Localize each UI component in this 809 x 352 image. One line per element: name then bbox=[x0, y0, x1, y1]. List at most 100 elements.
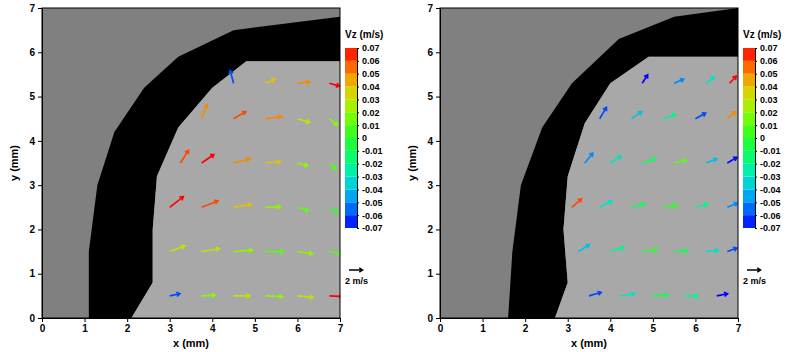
colorbar-cell bbox=[743, 164, 755, 177]
vector-arrow bbox=[297, 251, 312, 255]
colorbar-cell bbox=[743, 202, 755, 215]
vector-arrow bbox=[329, 119, 337, 125]
tick-mark bbox=[38, 274, 42, 275]
tick-label: -0.06 bbox=[760, 211, 781, 221]
reference-arrow bbox=[747, 268, 761, 272]
vector-arrow bbox=[297, 163, 307, 167]
tick: 0.07 bbox=[755, 43, 778, 53]
tick-label: -0.02 bbox=[362, 159, 383, 169]
tick: 2 bbox=[427, 224, 440, 235]
tick-label: 0.02 bbox=[760, 108, 778, 118]
tick: 0.04 bbox=[755, 82, 778, 92]
tick-mark bbox=[436, 318, 440, 319]
tick-label: 0.07 bbox=[760, 43, 778, 53]
tick: 3 bbox=[565, 318, 571, 334]
vector-arrow bbox=[202, 105, 208, 119]
vector-arrow bbox=[229, 71, 234, 84]
colorbar-title: Vz (m/s) bbox=[743, 29, 781, 40]
tick-label: 5 bbox=[253, 323, 259, 334]
tick-mark bbox=[170, 318, 171, 322]
tick-mark bbox=[357, 61, 359, 62]
tick: 4 bbox=[210, 318, 216, 334]
tick-label: 0.02 bbox=[362, 108, 380, 118]
tick-mark bbox=[85, 318, 86, 322]
tick: 2 bbox=[125, 318, 131, 334]
background-image bbox=[42, 8, 340, 318]
tick-mark bbox=[755, 61, 757, 62]
tick-label: 4 bbox=[210, 323, 216, 334]
vector-arrow bbox=[642, 75, 647, 84]
vector-arrow bbox=[297, 80, 309, 84]
x-axis: 01234567 bbox=[438, 318, 742, 334]
vector-arrow bbox=[632, 112, 642, 119]
tick-mark bbox=[755, 228, 757, 229]
vector-arrow bbox=[717, 292, 728, 296]
tick: 1 bbox=[427, 268, 440, 279]
tick: 0.03 bbox=[755, 95, 778, 105]
axis-line bbox=[436, 9, 441, 319]
tick: -0.01 bbox=[357, 146, 383, 156]
vector-arrow bbox=[202, 247, 220, 251]
tick-mark bbox=[38, 8, 42, 9]
tick-label: 0 bbox=[29, 313, 35, 324]
tick-label: 0.06 bbox=[760, 56, 778, 66]
tick: 1 bbox=[480, 318, 486, 334]
colorbar-cell bbox=[345, 177, 357, 190]
tick-label: 0.01 bbox=[362, 121, 380, 131]
vector-arrow bbox=[585, 153, 593, 163]
tick-mark bbox=[38, 141, 42, 142]
vector-arrow bbox=[727, 157, 737, 163]
vector-arrow bbox=[202, 200, 218, 207]
tick-label: 5 bbox=[651, 323, 657, 334]
tick: -0.04 bbox=[755, 185, 781, 195]
vector-arrow bbox=[170, 292, 180, 296]
tick-mark bbox=[755, 138, 757, 139]
tick-mark bbox=[357, 87, 359, 88]
tick-label: 7 bbox=[338, 323, 344, 334]
plot-area bbox=[42, 8, 340, 318]
axis-line bbox=[43, 319, 341, 323]
tick-mark bbox=[357, 74, 359, 75]
colorbar-cell bbox=[345, 125, 357, 138]
tick-mark bbox=[436, 229, 440, 230]
tick: 0.03 bbox=[357, 95, 380, 105]
tick-label: 0.06 bbox=[362, 56, 380, 66]
vector-arrow bbox=[729, 76, 736, 83]
tick-mark bbox=[738, 318, 739, 322]
tick-mark bbox=[436, 185, 440, 186]
tick-mark bbox=[755, 99, 757, 100]
colorbar-cell bbox=[345, 164, 357, 177]
vector-arrow bbox=[329, 83, 339, 87]
tick: 0.06 bbox=[755, 56, 778, 66]
tick-mark bbox=[357, 164, 359, 165]
tick-mark bbox=[38, 185, 42, 186]
tick-label: 1 bbox=[427, 268, 433, 279]
vector-arrow bbox=[202, 293, 216, 297]
tick: 0.07 bbox=[357, 43, 380, 53]
vector-arrow bbox=[664, 114, 676, 119]
tick: -0.07 bbox=[357, 223, 383, 233]
panel: 0123456701234567x (mm)y (mm)-0.07-0.06-0… bbox=[8, 3, 383, 349]
x-axis-title: x (mm) bbox=[571, 337, 607, 349]
tick: 3 bbox=[427, 180, 440, 191]
colorbar-cell bbox=[743, 74, 755, 87]
axis-line bbox=[38, 9, 43, 319]
tick: 0 bbox=[427, 313, 440, 324]
tick-mark bbox=[695, 318, 696, 322]
colorbar-cell bbox=[743, 48, 755, 61]
tick-label: -0.05 bbox=[362, 198, 383, 208]
tick: 0.06 bbox=[357, 56, 380, 66]
y-axis: 01234567 bbox=[29, 3, 42, 324]
tick-mark bbox=[436, 274, 440, 275]
background-image bbox=[440, 8, 738, 318]
tick: 7 bbox=[736, 318, 742, 334]
tick-label: -0.04 bbox=[362, 185, 383, 195]
tick-mark bbox=[436, 52, 440, 53]
vector-arrow bbox=[170, 197, 184, 208]
tick-mark bbox=[297, 318, 298, 322]
tick-label: 1 bbox=[29, 268, 35, 279]
vector-arrow bbox=[170, 245, 185, 251]
vector-arrow bbox=[234, 294, 250, 298]
tick: 1 bbox=[82, 318, 88, 334]
tick-label: -0.03 bbox=[362, 172, 383, 182]
